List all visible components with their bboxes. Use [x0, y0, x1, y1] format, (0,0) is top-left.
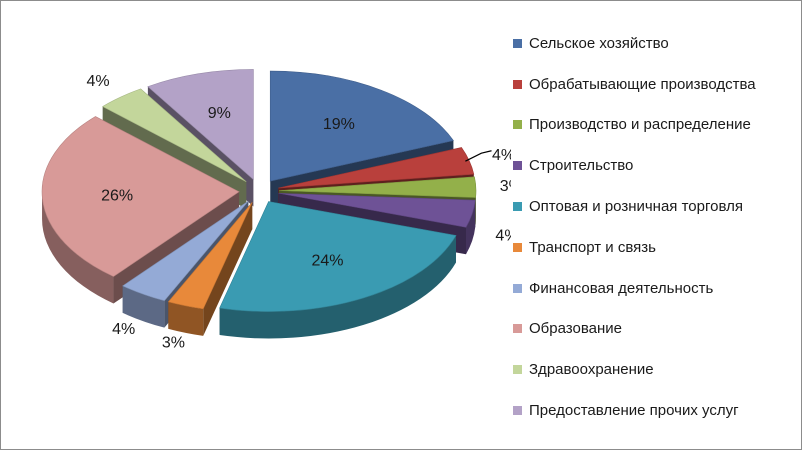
legend-swatch	[513, 242, 522, 252]
legend-swatch	[513, 324, 522, 334]
legend-item: Оптовая и розничная торговля	[513, 186, 798, 227]
legend-item: Образование	[513, 309, 798, 350]
legend-item: Сельское хозяйство	[513, 23, 798, 64]
legend-item: Здравоохранение	[513, 349, 798, 390]
pie-slice	[269, 70, 454, 182]
legend-label: Здравоохранение	[529, 361, 654, 379]
pie-data-label: 19%	[323, 116, 355, 133]
pie-slice	[122, 200, 249, 302]
pie-slice-wall	[219, 235, 456, 339]
legend-item: Производство и распределение	[513, 105, 798, 146]
legend-item: Предоставление прочих услуг	[513, 390, 798, 431]
legend-item: Транспорт и связь	[513, 227, 798, 268]
pie-slice	[102, 88, 247, 183]
leader-line	[465, 150, 492, 162]
legend-item: Финансовая деятельность	[513, 268, 798, 309]
pie-slice	[278, 192, 476, 228]
pie-data-label: 4%	[112, 321, 135, 338]
pie-data-labels: 19% 4% 3% 4% 24% 3% 4% 26% 4% 9%	[87, 73, 511, 352]
pie-slice-wall	[466, 200, 476, 255]
pie-slice-wall	[122, 285, 165, 328]
legend-swatch	[513, 120, 522, 130]
legend-label: Предоставление прочих услуг	[529, 402, 739, 420]
pie-data-label: 3%	[500, 178, 511, 195]
legend-label: Сельское хозяйство	[529, 34, 669, 52]
pie-slice-tops	[41, 69, 477, 312]
pie-slice	[219, 201, 457, 312]
legend-swatch	[513, 161, 522, 171]
pie-data-label: 4%	[495, 228, 511, 245]
legend-swatch	[513, 38, 522, 48]
pie-data-label: 9%	[208, 105, 231, 122]
pie-slice	[278, 147, 475, 189]
legend-label: Транспорт и связь	[529, 238, 656, 256]
legend-label: Финансовая деятельность	[529, 279, 714, 297]
leader-lines	[465, 150, 492, 162]
legend-label: Образование	[529, 320, 622, 338]
legend-item: Обрабатывающие производства	[513, 64, 798, 105]
legend-label: Обрабатывающие производства	[529, 75, 756, 93]
legend: Сельское хозяйство Обрабатывающие произв…	[513, 23, 798, 431]
legend-swatch	[513, 202, 522, 212]
pie-data-label: 3%	[162, 335, 185, 352]
legend-swatch	[513, 79, 522, 89]
pie-chart: 19% 4% 3% 4% 24% 3% 4% 26% 4% 9%	[41, 69, 511, 352]
pie-slice-wall	[168, 301, 204, 336]
pie-slice	[278, 176, 477, 198]
pie-data-label: 4%	[87, 73, 110, 90]
pie-slice	[41, 116, 240, 277]
legend-swatch	[513, 283, 522, 293]
legend-swatch	[513, 365, 522, 375]
legend-label: Строительство	[529, 157, 634, 175]
legend-label: Производство и распределение	[529, 116, 751, 134]
legend-swatch	[513, 406, 522, 416]
pie-data-label: 4%	[492, 147, 511, 164]
pie-slice	[167, 202, 253, 310]
legend-label: Оптовая и розничная торговля	[529, 198, 743, 216]
pie-data-label: 26%	[101, 187, 133, 204]
legend-item: Строительство	[513, 145, 798, 186]
pie-data-label: 24%	[311, 252, 343, 269]
pie-slice-wall	[42, 191, 114, 304]
pie-slice	[147, 69, 254, 181]
